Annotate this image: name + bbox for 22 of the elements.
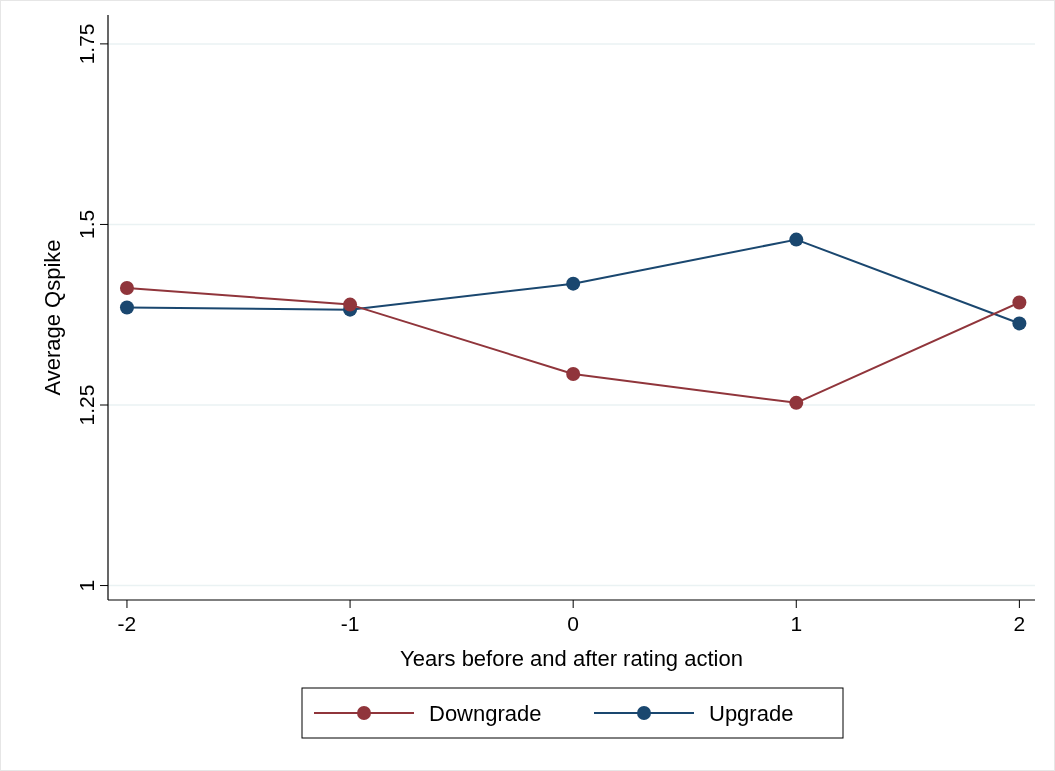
- point: [119, 300, 134, 315]
- legend-label: Downgrade: [429, 701, 542, 726]
- y-tick-label: 1.75: [75, 23, 98, 65]
- point: [119, 281, 134, 295]
- point: [1012, 316, 1027, 331]
- x-tick-label: 0: [567, 612, 580, 635]
- x-tick-label: 2: [1013, 612, 1026, 635]
- x-tick-label: -1: [340, 612, 360, 635]
- x-tick-label: -2: [117, 612, 137, 635]
- y-tick-label: 1.25: [75, 384, 98, 426]
- point: [343, 297, 358, 312]
- y-axis-title: Average Qspike: [40, 239, 65, 396]
- point: [566, 276, 581, 291]
- y-tick-label: 1.5: [75, 209, 98, 240]
- y-tick-label: 1: [75, 579, 98, 592]
- point: [566, 366, 581, 381]
- x-axis-title: Years before and after rating action: [400, 646, 743, 671]
- point: [789, 395, 804, 410]
- point: [1012, 295, 1027, 310]
- legend-label: Upgrade: [709, 701, 794, 726]
- x-tick-label: 1: [790, 612, 803, 635]
- point: [789, 232, 804, 247]
